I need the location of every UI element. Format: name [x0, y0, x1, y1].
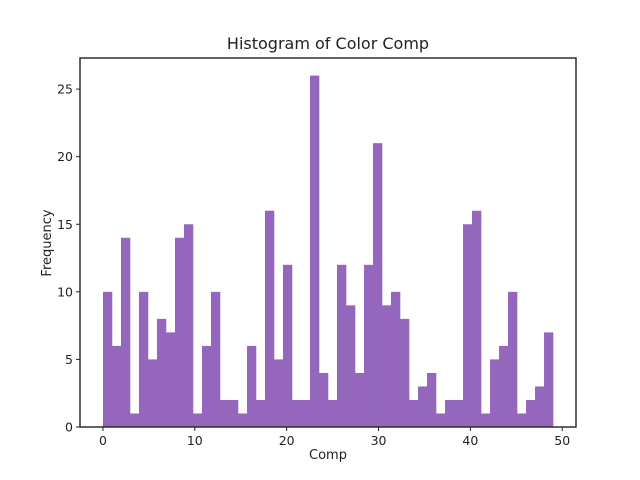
bars-group — [102, 75, 554, 428]
histogram-bar — [237, 413, 248, 427]
y-tick-label: 0 — [65, 420, 73, 435]
histogram-bar — [255, 399, 266, 427]
histogram-bar — [436, 413, 446, 427]
histogram-bar — [346, 305, 356, 427]
histogram-bar — [517, 413, 527, 427]
histogram-bar — [246, 345, 257, 427]
histogram-bar — [445, 399, 455, 427]
chart-title: Histogram of Color Comp — [227, 34, 429, 53]
histogram-bar — [499, 345, 509, 427]
histogram-bar — [210, 291, 221, 427]
histogram-bar — [273, 359, 284, 427]
histogram-bar — [300, 399, 311, 427]
histogram-bar — [382, 305, 392, 427]
x-axis-label: Comp — [309, 448, 347, 463]
histogram-bar — [102, 291, 113, 427]
histogram-bar — [427, 372, 437, 427]
histogram-bar — [328, 399, 338, 427]
histogram-bar — [120, 237, 131, 427]
histogram-bar — [129, 413, 140, 427]
histogram-bar — [309, 75, 320, 428]
histogram-bar — [201, 345, 212, 427]
histogram-bar — [472, 210, 482, 427]
histogram-bar — [391, 291, 401, 427]
histogram-bar — [264, 210, 275, 427]
histogram-bar — [526, 399, 536, 427]
histogram-bar — [111, 345, 122, 427]
histogram-bar — [535, 386, 545, 427]
histogram-bar — [282, 264, 293, 427]
y-tick-label: 5 — [65, 352, 73, 367]
y-axis: 0 5 10 15 20 25 — [57, 82, 80, 435]
histogram-bar — [156, 318, 167, 427]
histogram-bar — [481, 413, 491, 427]
histogram-bar — [400, 318, 410, 427]
histogram-bar — [364, 264, 374, 427]
histogram-bar — [174, 237, 185, 427]
plot-frame — [79, 57, 577, 428]
x-tick-label: 40 — [462, 433, 478, 448]
histogram-bar — [228, 399, 239, 427]
histogram-bar — [183, 224, 194, 427]
histogram-bar — [337, 264, 347, 427]
histogram-bar — [291, 399, 302, 427]
histogram-bar — [544, 332, 554, 427]
x-tick-label: 50 — [554, 433, 570, 448]
x-tick-label: 20 — [279, 433, 295, 448]
histogram-bar — [147, 359, 158, 427]
y-tick-label: 10 — [57, 284, 73, 299]
y-tick-label: 20 — [57, 149, 73, 164]
x-tick-label: 10 — [187, 433, 203, 448]
histogram-bar — [355, 372, 365, 427]
x-axis: 0 10 20 30 40 50 — [99, 427, 570, 448]
x-tick-label: 30 — [371, 433, 387, 448]
histogram-bar — [463, 224, 473, 427]
histogram-bar — [490, 359, 500, 427]
histogram-bar — [138, 291, 149, 427]
histogram-bar — [318, 372, 329, 427]
y-tick-label: 15 — [57, 217, 73, 232]
y-axis-label: Frequency — [40, 209, 55, 276]
histogram-bar — [418, 386, 428, 427]
histogram-bar — [454, 399, 464, 427]
histogram-bar — [373, 143, 383, 427]
y-tick-label: 25 — [57, 82, 73, 97]
histogram-bar — [219, 399, 230, 427]
histogram-bar — [508, 291, 518, 427]
x-tick-label: 0 — [99, 433, 107, 448]
histogram-bar — [165, 332, 176, 427]
histogram-bar — [192, 413, 203, 427]
histogram-bar — [409, 399, 419, 427]
